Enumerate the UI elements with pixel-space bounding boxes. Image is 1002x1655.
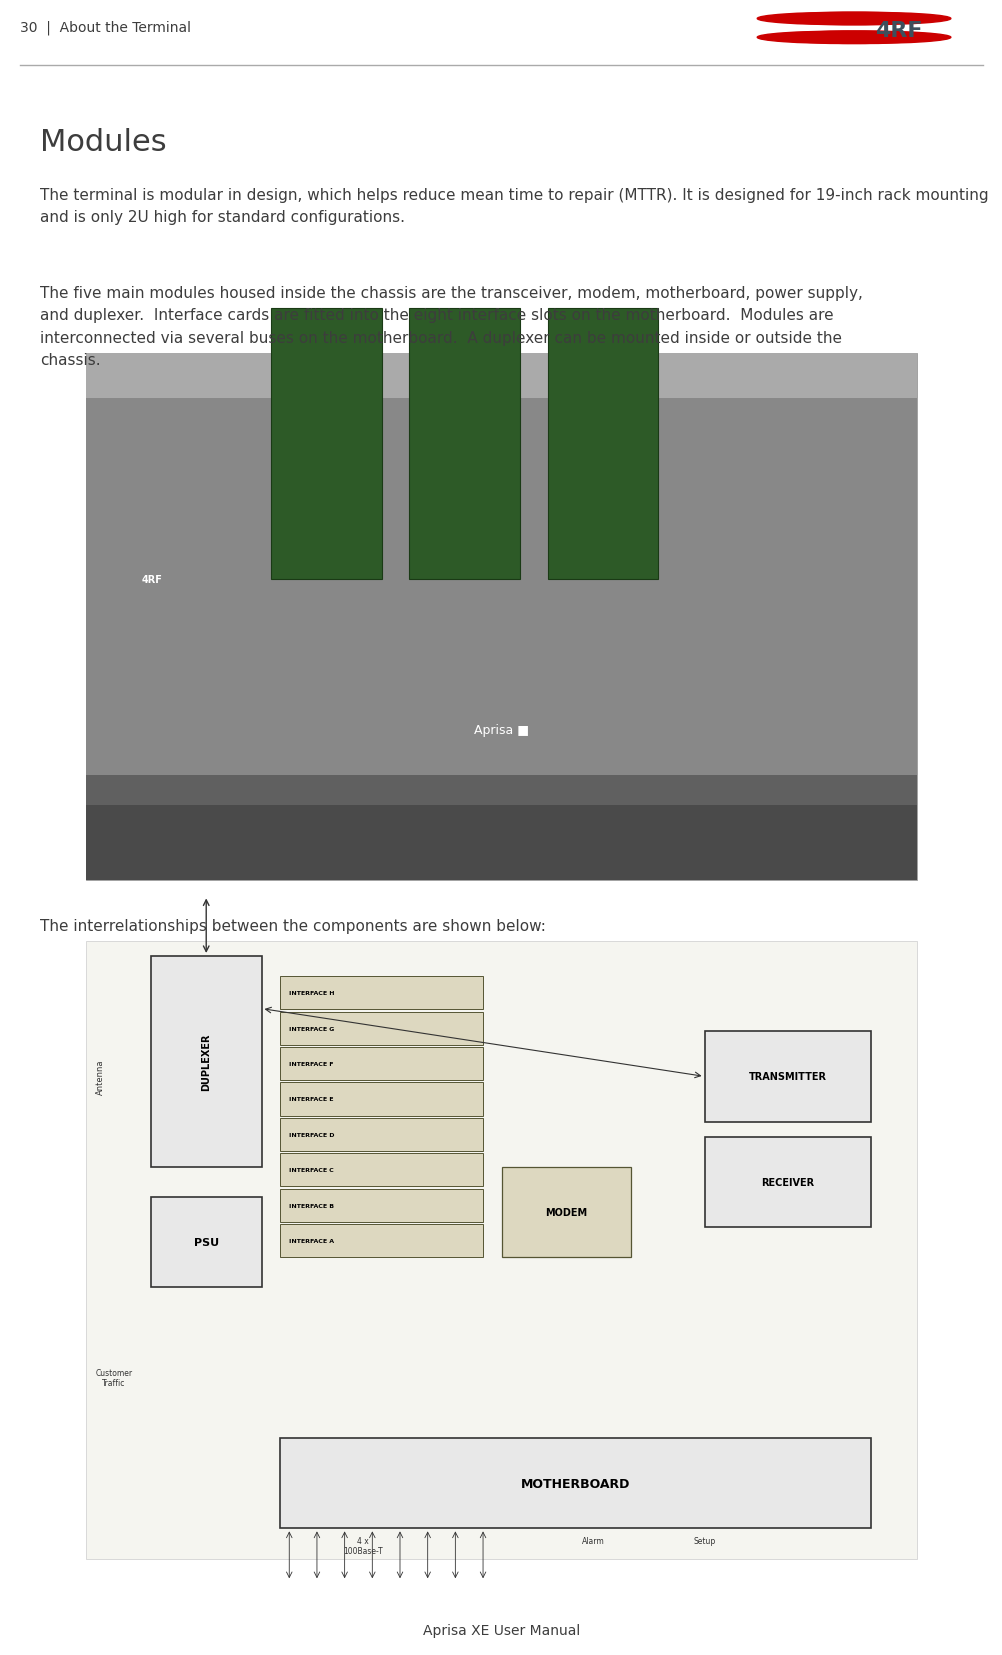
Text: MODEM: MODEM (544, 1206, 586, 1218)
FancyBboxPatch shape (280, 976, 483, 1010)
FancyBboxPatch shape (703, 1031, 870, 1122)
FancyBboxPatch shape (280, 1225, 483, 1258)
FancyBboxPatch shape (280, 1154, 483, 1187)
Text: INTERFACE E: INTERFACE E (289, 1097, 334, 1102)
Text: 4 x
100Base-T: 4 x 100Base-T (343, 1536, 383, 1556)
Text: MOTHERBOARD: MOTHERBOARD (520, 1476, 629, 1490)
Circle shape (770, 13, 950, 26)
Bar (86, 942, 916, 1559)
Text: INTERFACE D: INTERFACE D (289, 1132, 335, 1137)
Text: 4RF: 4RF (874, 22, 921, 41)
Text: Alarm: Alarm (582, 1536, 604, 1546)
FancyBboxPatch shape (409, 309, 519, 579)
Text: Modules: Modules (40, 127, 166, 157)
Text: TRANSMITTER: TRANSMITTER (747, 1072, 826, 1082)
Text: INTERFACE A: INTERFACE A (289, 1238, 334, 1243)
Bar (86, 806, 916, 880)
FancyBboxPatch shape (271, 309, 381, 579)
FancyBboxPatch shape (150, 1197, 262, 1288)
Bar (86, 776, 916, 806)
Text: RECEIVER: RECEIVER (761, 1177, 814, 1187)
Text: Customer
Traffic: Customer Traffic (95, 1369, 132, 1387)
FancyBboxPatch shape (547, 309, 657, 579)
Text: INTERFACE G: INTERFACE G (289, 1026, 335, 1031)
Bar (86, 354, 916, 399)
Bar (86, 399, 916, 776)
Text: PSU: PSU (193, 1238, 218, 1248)
Circle shape (757, 13, 937, 26)
Text: 4RF: 4RF (141, 574, 162, 584)
Text: Aprisa XE User Manual: Aprisa XE User Manual (423, 1624, 579, 1637)
FancyBboxPatch shape (501, 1167, 630, 1258)
Text: Aprisa ■: Aprisa ■ (474, 723, 528, 736)
FancyBboxPatch shape (280, 1082, 483, 1115)
Text: INTERFACE B: INTERFACE B (289, 1203, 334, 1208)
Text: INTERFACE C: INTERFACE C (289, 1168, 334, 1173)
Text: INTERFACE H: INTERFACE H (289, 991, 335, 996)
Text: 30  |  About the Terminal: 30 | About the Terminal (20, 20, 190, 35)
Text: The terminal is modular in design, which helps reduce mean time to repair (MTTR): The terminal is modular in design, which… (40, 189, 988, 225)
FancyBboxPatch shape (280, 1438, 870, 1529)
Text: INTERFACE F: INTERFACE F (289, 1061, 334, 1066)
FancyBboxPatch shape (86, 354, 916, 880)
Circle shape (757, 31, 937, 45)
Text: Setup: Setup (692, 1536, 714, 1546)
FancyBboxPatch shape (280, 1011, 483, 1044)
Text: DUPLEXER: DUPLEXER (201, 1033, 211, 1091)
Text: Antenna: Antenna (95, 1059, 104, 1094)
Text: The interrelationships between the components are shown below:: The interrelationships between the compo… (40, 919, 545, 933)
FancyBboxPatch shape (703, 1137, 870, 1228)
Text: The five main modules housed inside the chassis are the transceiver, modem, moth: The five main modules housed inside the … (40, 286, 862, 367)
FancyBboxPatch shape (280, 1048, 483, 1081)
FancyBboxPatch shape (280, 1188, 483, 1221)
FancyBboxPatch shape (280, 1119, 483, 1152)
Circle shape (770, 31, 950, 45)
FancyBboxPatch shape (150, 957, 262, 1167)
